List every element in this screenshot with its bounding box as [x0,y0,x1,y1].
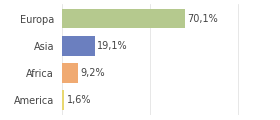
Bar [62,63,78,83]
Bar [62,9,185,28]
Text: 70,1%: 70,1% [187,14,218,24]
Text: 9,2%: 9,2% [80,68,104,78]
Text: 19,1%: 19,1% [97,41,128,51]
Bar [62,36,95,56]
Bar [62,90,64,110]
Text: 1,6%: 1,6% [67,95,91,105]
